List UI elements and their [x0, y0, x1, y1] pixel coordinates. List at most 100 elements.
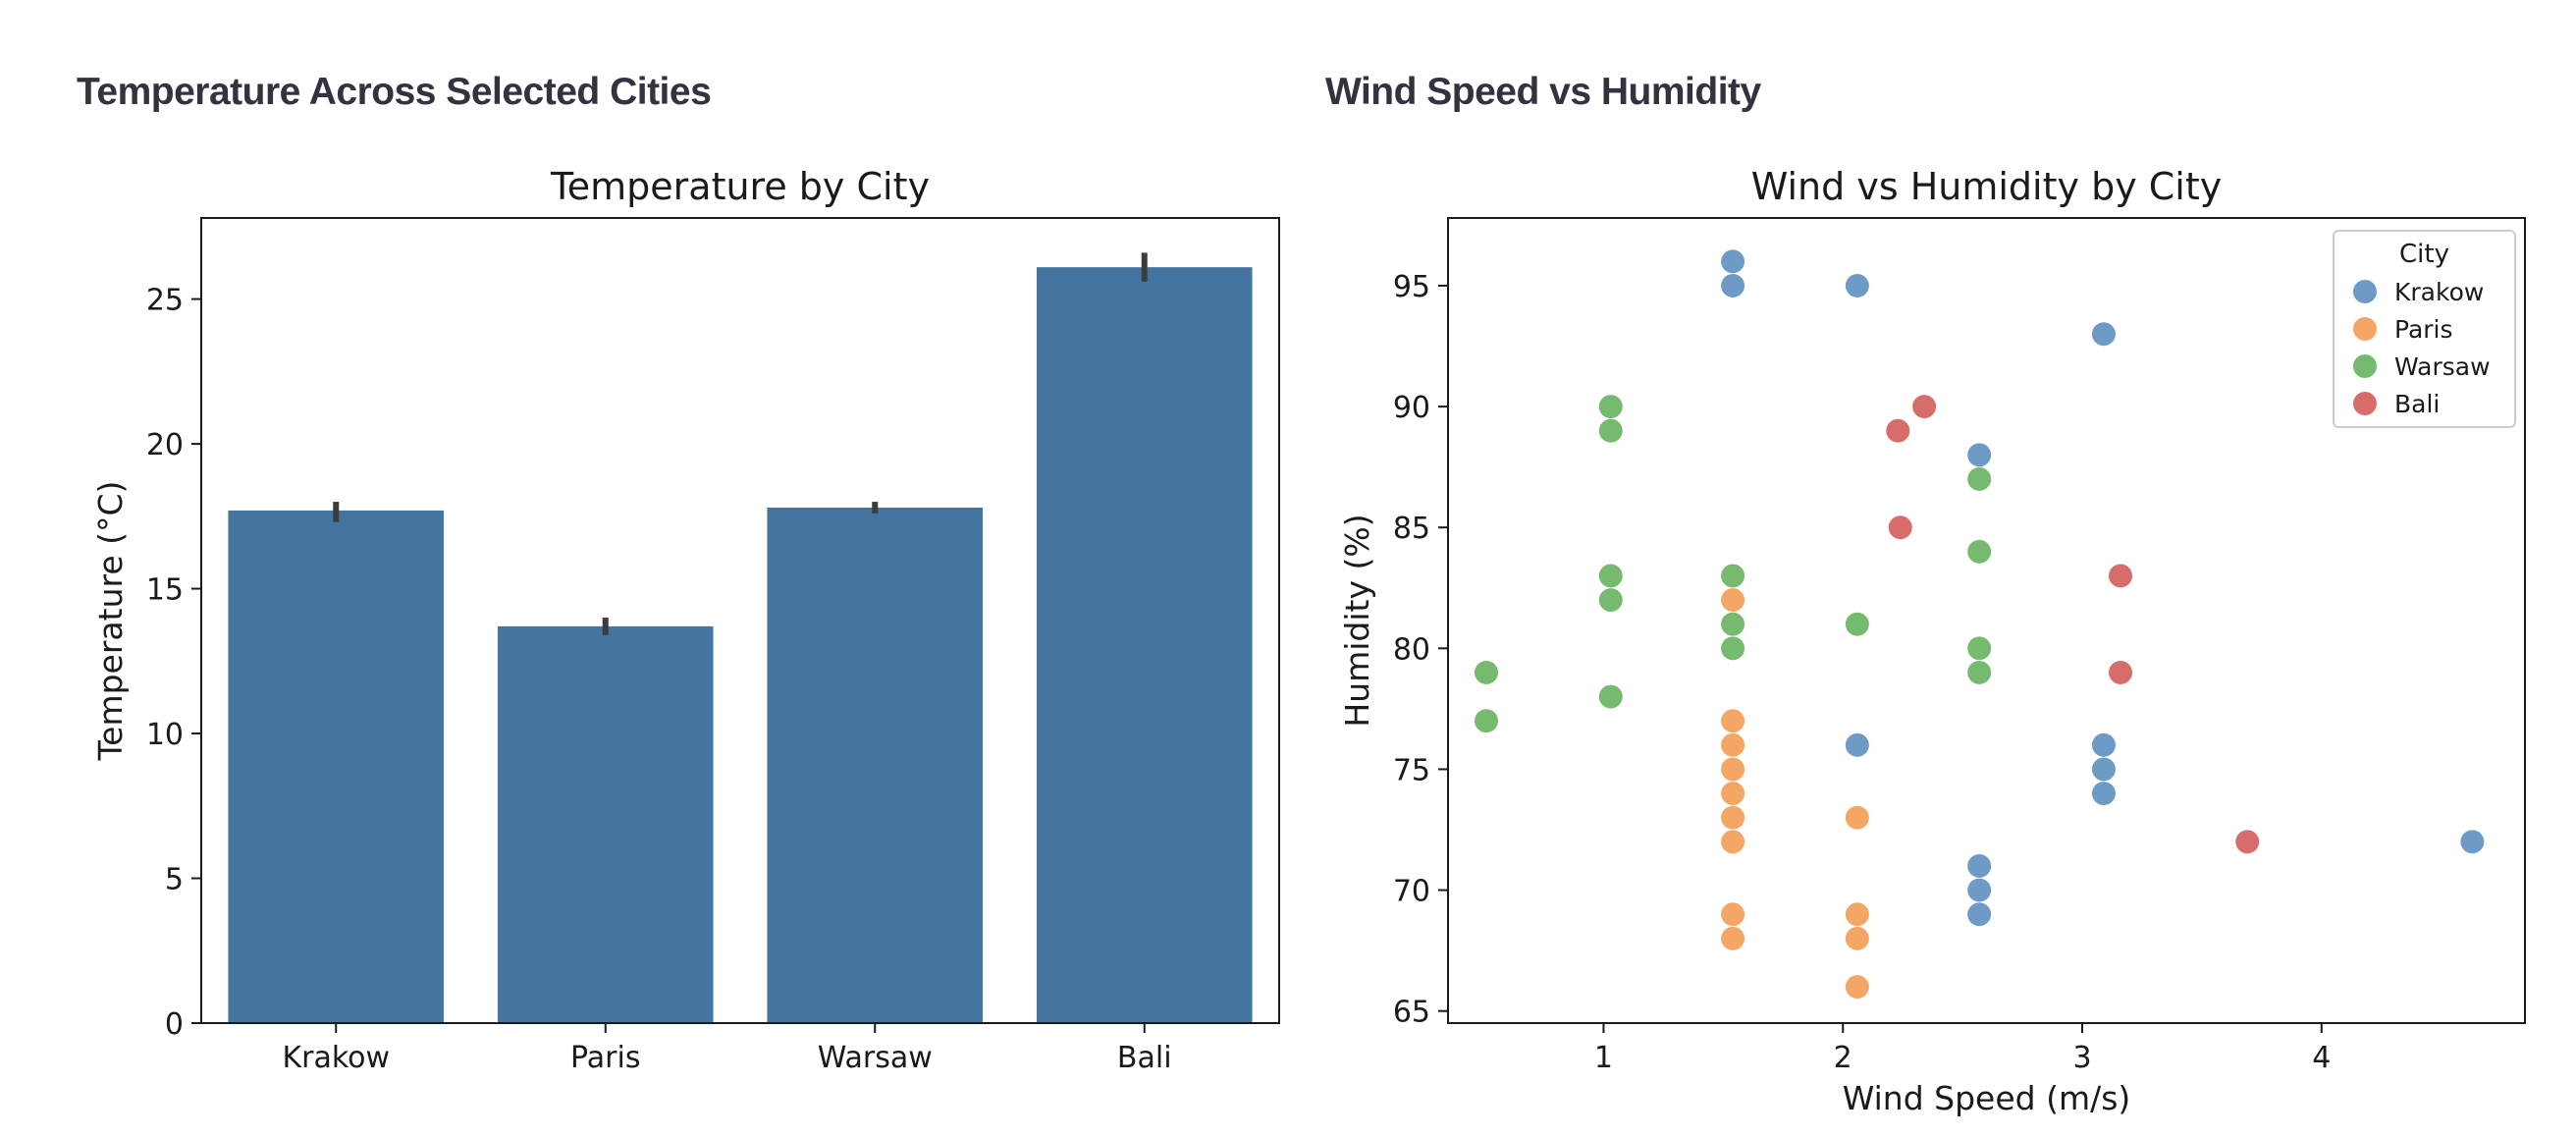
y-tick-label: 95	[1393, 270, 1430, 304]
series-warsaw	[1475, 395, 1992, 733]
temperature-bar-chart: Temperature by City Krakow Paris Warsaw Bali…	[91, 165, 1280, 1075]
temperature-panel: Temperature Across Selected Cities Tempe…	[77, 71, 1280, 1075]
point-paris	[1721, 902, 1745, 927]
scatter-chart-title: Wind vs Humidity by City	[1751, 165, 2223, 208]
point-warsaw	[1967, 660, 1992, 684]
x-tick-label: 3	[2072, 1041, 2091, 1075]
point-warsaw	[1721, 612, 1745, 636]
wind-humidity-section-heading: Wind Speed vs Humidity	[1325, 71, 1761, 113]
series-bali	[1886, 395, 2260, 854]
point-bali	[2235, 830, 2260, 854]
temperature-section-heading: Temperature Across Selected Cities	[77, 71, 712, 113]
point-paris	[1721, 709, 1745, 733]
y-tick-label: 10	[146, 718, 184, 752]
point-paris	[1721, 926, 1745, 950]
x-tick-label-bali: Bali	[1117, 1041, 1172, 1075]
point-bali	[2109, 660, 2133, 684]
x-axis-label: Wind Speed (m/s)	[1843, 1079, 2131, 1117]
x-tick-label-paris: Paris	[570, 1041, 640, 1075]
y-tick-label: 25	[146, 284, 184, 318]
y-tick-label: 20	[146, 428, 184, 462]
point-warsaw	[1598, 564, 1623, 588]
bar-krakow	[228, 510, 445, 1023]
point-krakow	[2091, 757, 2116, 782]
y-tick-label: 5	[165, 863, 184, 897]
point-krakow	[2091, 782, 2116, 806]
legend-label-paris: Paris	[2394, 315, 2453, 344]
point-paris	[1721, 588, 1745, 613]
point-bali	[1886, 418, 1910, 443]
point-paris	[1721, 732, 1745, 757]
x-tick-label: 4	[2312, 1041, 2331, 1075]
series-krakow	[1721, 249, 2485, 927]
point-paris	[1845, 805, 1869, 830]
legend: City Krakow Paris Warsaw Bali	[2333, 230, 2516, 428]
legend-label-warsaw: Warsaw	[2394, 352, 2491, 381]
x-tick-label-krakow: Krakow	[282, 1041, 390, 1075]
x-tick-label: 2	[1834, 1041, 1852, 1075]
x-tick-label-warsaw: Warsaw	[818, 1041, 933, 1075]
point-warsaw	[1967, 466, 1992, 491]
y-axis-label: Temperature (°C)	[91, 481, 130, 762]
legend-label-bali: Bali	[2394, 390, 2440, 418]
y-tick-label: 70	[1393, 875, 1430, 909]
bar-paris	[497, 625, 714, 1023]
point-paris	[1721, 782, 1745, 806]
point-krakow	[2091, 732, 2116, 757]
point-krakow	[1967, 902, 1992, 927]
point-warsaw	[1598, 418, 1623, 443]
point-paris	[1845, 926, 1869, 950]
point-warsaw	[1845, 612, 1869, 636]
y-tick-label: 80	[1393, 632, 1430, 667]
point-warsaw	[1967, 539, 1992, 564]
y-tick-label: 0	[165, 1007, 184, 1042]
point-krakow	[1967, 878, 1992, 902]
point-paris	[1845, 902, 1869, 927]
point-paris	[1721, 830, 1745, 854]
point-bali	[1912, 395, 1937, 419]
legend-label-krakow: Krakow	[2394, 278, 2484, 306]
y-tick-label: 90	[1393, 391, 1430, 425]
legend-box	[2333, 230, 2516, 428]
point-krakow	[1967, 853, 1992, 878]
y-tick-label: 15	[146, 573, 184, 608]
bar-warsaw	[767, 507, 984, 1023]
wind-humidity-scatter-chart: Wind vs Humidity by City 1 2 3 4 65 70 75 80 85 90…	[1338, 165, 2526, 1117]
point-warsaw	[1967, 636, 1992, 661]
point-paris	[1721, 805, 1745, 830]
point-warsaw	[1598, 588, 1623, 613]
point-warsaw	[1721, 636, 1745, 661]
bar-plot-frame	[200, 217, 1280, 1024]
point-krakow	[1967, 443, 1992, 467]
series-paris	[1721, 588, 1869, 1000]
wind-humidity-panel: Wind Speed vs Humidity Wind vs Humidity …	[1288, 0, 2576, 1137]
y-axis-label: Humidity (%)	[1338, 514, 1376, 727]
point-krakow	[1845, 273, 1869, 298]
legend-marker-krakow	[2353, 280, 2377, 303]
point-warsaw	[1598, 684, 1623, 709]
point-bali	[2109, 564, 2133, 588]
y-tick-label: 75	[1393, 753, 1430, 787]
point-warsaw	[1475, 660, 1499, 684]
bar-bali	[1036, 267, 1253, 1023]
point-warsaw	[1721, 564, 1745, 588]
y-tick-label: 65	[1393, 996, 1430, 1030]
point-bali	[1888, 515, 1912, 540]
point-krakow	[1721, 273, 1745, 298]
legend-title: City	[2399, 240, 2449, 269]
point-krakow	[2460, 830, 2485, 854]
y-tick-label: 85	[1393, 512, 1430, 546]
bar-chart-title: Temperature by City	[550, 165, 930, 208]
legend-marker-bali	[2353, 392, 2377, 415]
point-krakow	[1845, 732, 1869, 757]
scatter-plot-frame	[1447, 217, 2526, 1024]
x-tick-label: 1	[1594, 1041, 1613, 1075]
point-krakow	[2091, 322, 2116, 347]
point-krakow	[1721, 249, 1745, 274]
point-paris	[1721, 757, 1745, 782]
point-paris	[1845, 975, 1869, 1000]
legend-marker-warsaw	[2353, 354, 2377, 378]
point-warsaw	[1598, 395, 1623, 419]
point-warsaw	[1475, 709, 1499, 733]
legend-marker-paris	[2353, 317, 2377, 341]
